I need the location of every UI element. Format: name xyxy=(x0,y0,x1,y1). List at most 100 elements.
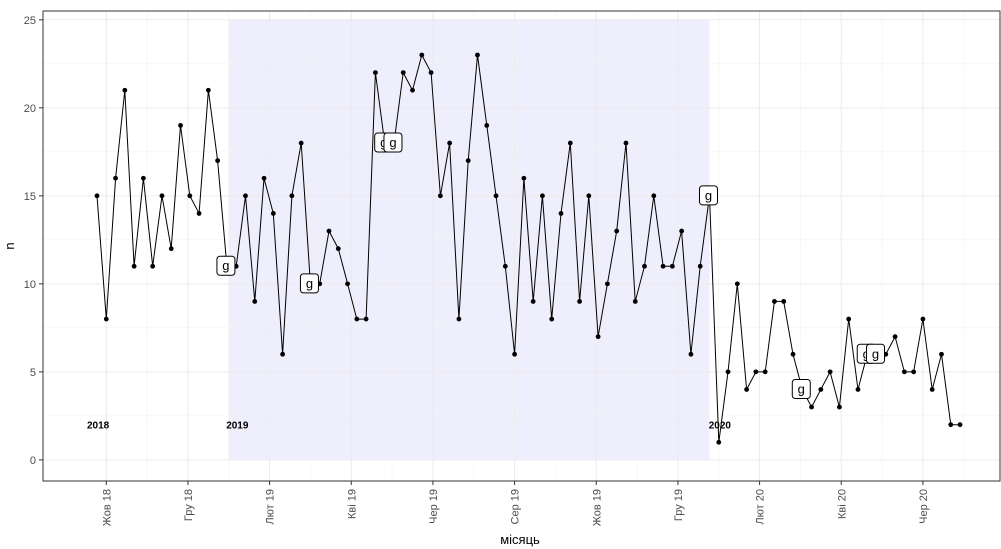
data-point xyxy=(373,70,378,76)
flag-box xyxy=(383,132,403,153)
data-point xyxy=(484,123,490,128)
flag-box xyxy=(791,378,811,399)
data-point xyxy=(205,87,211,93)
data-point xyxy=(187,193,193,199)
x-tick-label: Жов 19 xyxy=(591,489,603,526)
data-point xyxy=(540,193,545,199)
data-point xyxy=(103,316,109,322)
data-point xyxy=(762,369,768,375)
series-points xyxy=(94,52,963,445)
gridlines xyxy=(43,11,1001,481)
data-point xyxy=(577,299,582,304)
year-label: 2018 xyxy=(87,421,110,432)
flag-marker: g xyxy=(866,343,886,364)
data-point xyxy=(929,387,935,392)
data-point xyxy=(586,193,592,199)
data-point xyxy=(410,87,415,93)
data-point xyxy=(549,316,555,322)
data-point xyxy=(335,246,341,252)
data-point xyxy=(892,334,898,340)
data-point xyxy=(159,193,165,199)
data-point xyxy=(781,299,787,304)
year-label: 2020 xyxy=(709,421,732,432)
y-tick-label: 20 xyxy=(24,103,36,115)
flag-label: g xyxy=(306,276,313,291)
x-tick-label: Чер 19 xyxy=(428,489,440,524)
data-point xyxy=(827,369,833,375)
flag-box xyxy=(216,255,236,276)
data-point xyxy=(270,211,276,216)
y-tick-label: 25 xyxy=(24,15,36,27)
data-point xyxy=(419,52,425,58)
data-point xyxy=(837,404,842,410)
x-axis-ticks: Жов 18 Гру 18 Лют 19 Кві 19 Чер 19 Сер 19 Жов … xyxy=(101,481,930,526)
flag-marker: g xyxy=(299,273,319,294)
flag-box xyxy=(299,273,319,294)
data-point xyxy=(846,316,852,322)
data-point xyxy=(122,87,128,93)
data-point xyxy=(465,158,471,164)
data-point xyxy=(502,263,508,269)
data-point xyxy=(168,246,174,252)
data-point xyxy=(437,193,443,199)
data-point xyxy=(716,439,722,445)
data-point xyxy=(809,404,814,410)
data-point xyxy=(679,228,685,234)
data-point xyxy=(753,369,759,375)
data-point xyxy=(948,422,954,428)
data-point xyxy=(345,281,350,287)
data-point xyxy=(113,175,118,181)
x-tick-label: Лют 19 xyxy=(265,489,277,525)
data-point xyxy=(243,193,248,199)
year-label: 2019 xyxy=(226,421,249,432)
data-point xyxy=(772,299,777,304)
data-point xyxy=(957,422,963,428)
data-point xyxy=(558,211,564,216)
data-point xyxy=(400,70,406,76)
data-point xyxy=(94,193,100,199)
data-point xyxy=(632,299,638,304)
data-point xyxy=(939,351,944,357)
x-axis-title: місяць xyxy=(500,532,540,547)
flag-markers: gggggggg xyxy=(216,132,886,399)
series-line-group xyxy=(96,53,960,443)
flag-marker: g xyxy=(383,132,403,153)
x-tick-label: Гру 18 xyxy=(183,489,195,521)
flag-label: g xyxy=(705,188,712,203)
x-tick-label: Жов 18 xyxy=(101,489,113,526)
y-tick-label: 15 xyxy=(24,191,36,203)
data-point xyxy=(512,351,517,357)
year-labels: 2018 2019 2020 xyxy=(87,421,731,432)
data-point xyxy=(595,334,601,340)
flag-box xyxy=(698,185,718,206)
flag-marker: g xyxy=(791,378,811,399)
flag-label: g xyxy=(389,135,396,150)
y-tick-label: 10 xyxy=(24,279,36,291)
data-point xyxy=(790,351,796,357)
y-tick-label: 5 xyxy=(30,367,36,379)
data-point xyxy=(178,123,183,128)
data-point xyxy=(660,263,666,269)
data-point xyxy=(725,369,731,375)
flag-marker: g xyxy=(216,255,236,276)
flag-marker: g xyxy=(698,185,718,206)
data-point xyxy=(642,263,647,269)
data-point xyxy=(475,52,480,58)
data-point xyxy=(530,299,536,304)
data-point xyxy=(493,193,499,199)
data-point xyxy=(215,158,221,164)
data-point xyxy=(447,140,453,146)
data-point xyxy=(920,316,926,322)
flag-label: g xyxy=(798,381,805,396)
plot-panel-border xyxy=(42,10,1001,482)
data-point xyxy=(289,193,295,199)
data-point xyxy=(734,281,740,287)
y-tick-label: 0 xyxy=(30,455,36,467)
data-point xyxy=(818,387,824,392)
data-point xyxy=(428,70,434,76)
y-axis-title: n xyxy=(2,242,17,249)
data-point xyxy=(688,351,694,357)
data-point xyxy=(131,263,137,269)
